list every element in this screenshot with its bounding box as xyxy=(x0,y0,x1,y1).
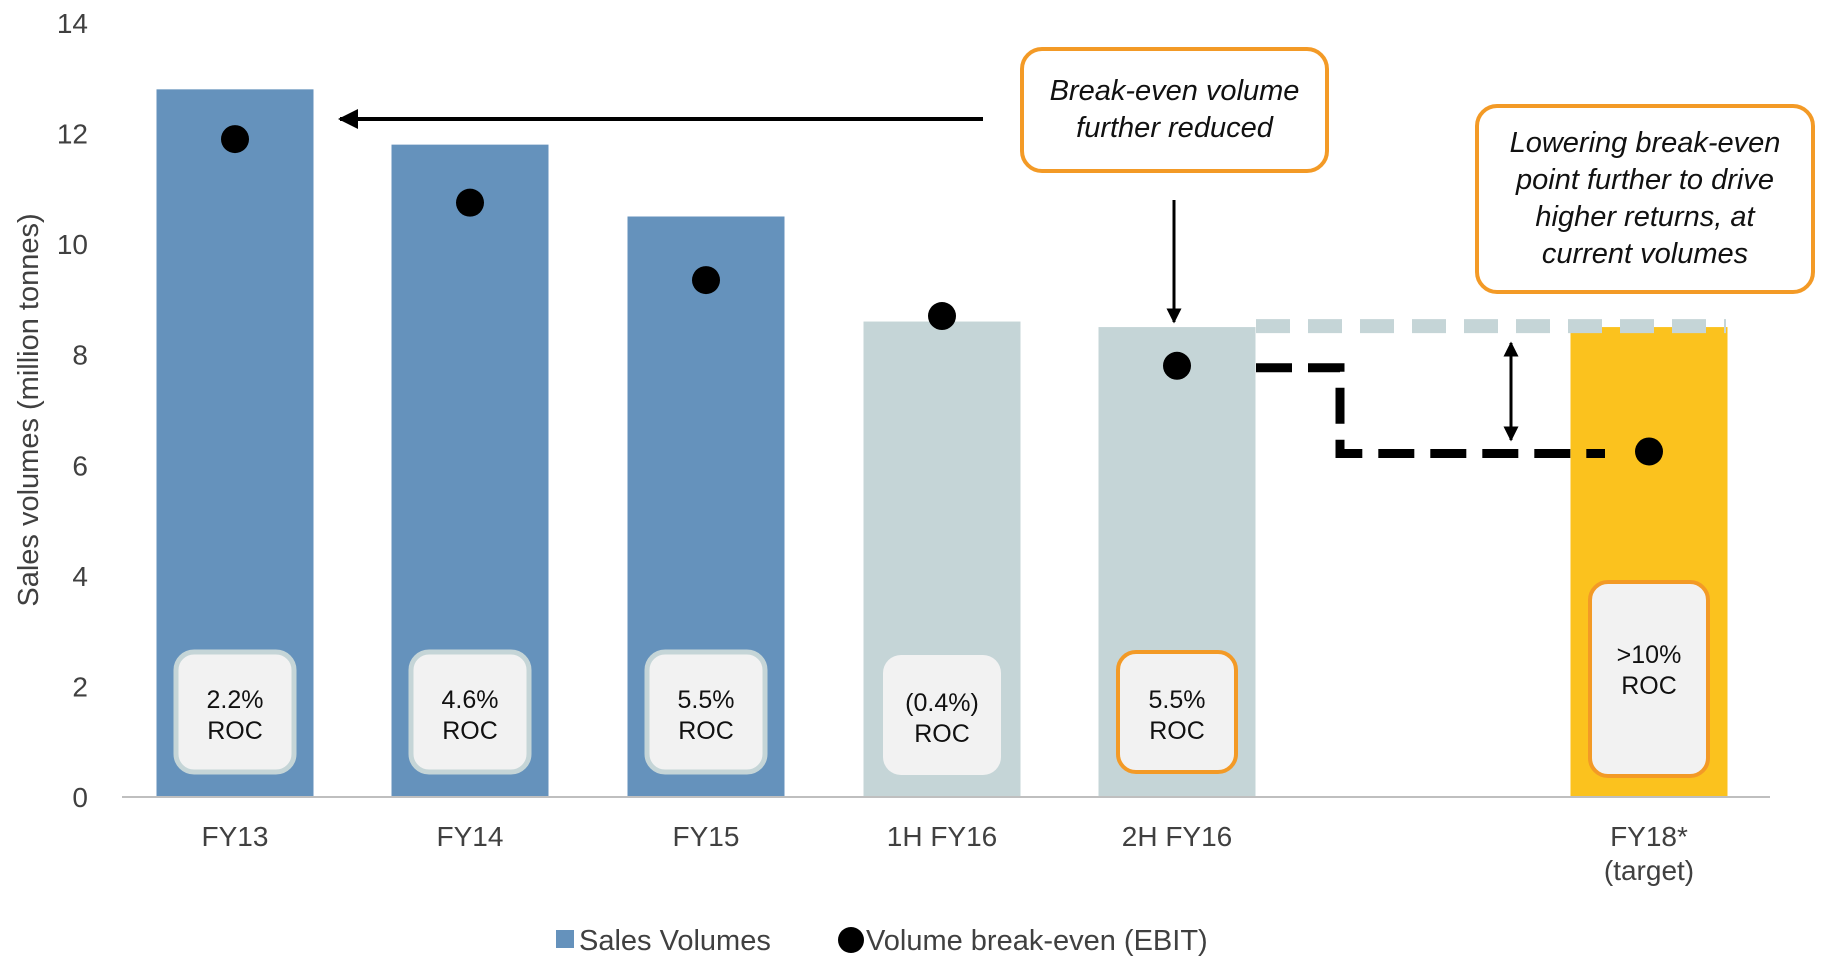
x-axis: FY13 FY14 FY15 1H FY16 2H FY16 FY18* (target) xyxy=(122,796,1770,886)
roc-box xyxy=(1116,650,1238,774)
x-tick-label: 1H FY16 xyxy=(887,821,998,852)
y-tick-label: 4 xyxy=(72,561,88,592)
y-tick-label: 12 xyxy=(57,119,88,150)
y-axis: Sales volumes (million tonnes) 0 2 4 6 8 10 12 1… xyxy=(13,8,88,813)
roc-box xyxy=(644,649,768,775)
roc-label: 5.5% ROC xyxy=(678,686,735,745)
roc-box xyxy=(883,655,1001,775)
roc-label: >10% ROC xyxy=(1617,641,1682,700)
x-tick-label: FY15 xyxy=(673,821,740,852)
x-tick-label: 2H FY16 xyxy=(1122,821,1233,852)
roc-label: 5.5% ROC xyxy=(1149,686,1206,745)
roc-boxes: 2.2% ROC 4.6% ROC 5.5% ROC (0.4%) ROC 5.5% ROC >10… xyxy=(173,580,1710,778)
break-even-point xyxy=(221,125,249,154)
y-tick-label: 2 xyxy=(72,671,88,702)
x-tick-label: FY18* (target) xyxy=(1604,821,1694,886)
break-even-point xyxy=(1635,437,1663,466)
legend: Sales Volumes Volume break-even (EBIT) xyxy=(556,925,1208,957)
legend-marker-sales-volumes xyxy=(556,930,574,948)
break-even-points xyxy=(221,125,1663,466)
roc-label: 2.2% ROC xyxy=(207,686,264,745)
break-even-point xyxy=(456,188,484,217)
y-tick-label: 14 xyxy=(57,8,88,39)
callout-lowering-break-even-text: Lowering break-even point further to dri… xyxy=(1509,127,1781,270)
break-even-point xyxy=(1163,351,1191,380)
roc-label: (0.4%) ROC xyxy=(905,689,979,748)
legend-marker-break-even xyxy=(838,927,864,953)
break-even-point xyxy=(928,302,956,331)
legend-label-break-even: Volume break-even (EBIT) xyxy=(866,925,1208,957)
x-tick-label: FY14 xyxy=(437,821,504,852)
break-even-dashed-step xyxy=(1256,363,1605,458)
y-tick-label: 6 xyxy=(72,450,88,481)
y-tick-label: 10 xyxy=(57,229,88,260)
roc-label: 4.6% ROC xyxy=(442,686,499,745)
y-axis-label: Sales volumes (million tonnes) xyxy=(13,213,45,606)
y-tick-label: 8 xyxy=(72,340,88,371)
roc-box xyxy=(408,649,532,775)
roc-box xyxy=(173,649,297,775)
legend-label-sales-volumes: Sales Volumes xyxy=(579,925,771,957)
callout-break-even-reduced: Break-even volume further reduced xyxy=(1020,47,1329,173)
roc-box xyxy=(1588,580,1710,778)
callout-break-even-reduced-text: Break-even volume further reduced xyxy=(1049,75,1300,144)
y-tick-label: 0 xyxy=(72,782,88,813)
guide-lines xyxy=(338,109,1726,458)
x-tick-label: FY13 xyxy=(202,821,269,852)
callout-lowering-break-even: Lowering break-even point further to dri… xyxy=(1475,104,1815,294)
break-even-point xyxy=(692,266,720,295)
